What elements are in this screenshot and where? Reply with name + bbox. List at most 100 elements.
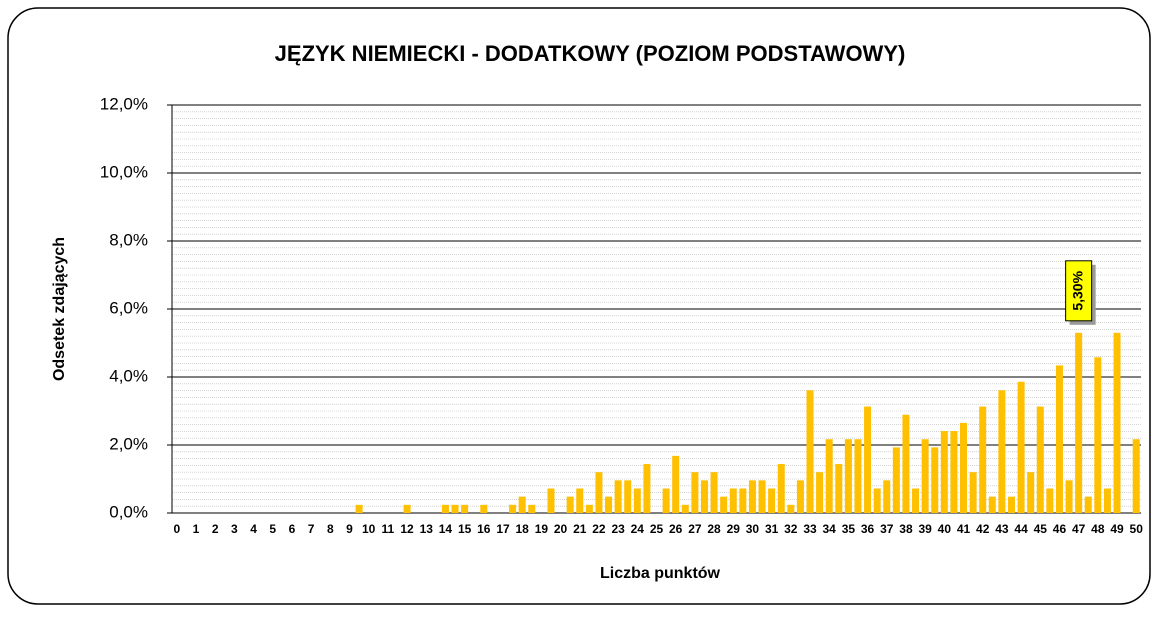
x-tick-label: 4	[250, 522, 257, 536]
y-axis-title: Odsetek zdających	[51, 237, 68, 381]
bar	[710, 472, 718, 513]
x-tick-label: 36	[861, 522, 875, 536]
x-tick-label: 21	[573, 522, 587, 536]
bar	[892, 447, 900, 513]
bar	[1046, 488, 1054, 513]
bar	[1055, 365, 1063, 513]
bar	[509, 504, 517, 513]
bar	[595, 472, 603, 513]
y-tick-label: 4,0%	[109, 366, 148, 385]
bar	[480, 504, 488, 513]
bar	[921, 439, 929, 513]
bar	[1017, 381, 1025, 513]
x-tick-label: 0	[173, 522, 180, 536]
bar	[912, 488, 920, 513]
y-tick-label: 10,0%	[100, 162, 148, 181]
bar	[633, 488, 641, 513]
bar	[403, 504, 411, 513]
x-tick-label: 40	[938, 522, 952, 536]
bar	[566, 496, 574, 513]
bar	[451, 504, 459, 513]
bar	[844, 439, 852, 513]
bar	[1007, 496, 1015, 513]
bar	[854, 439, 862, 513]
bar	[931, 447, 939, 513]
bar	[585, 504, 593, 513]
bar	[768, 488, 776, 513]
x-tick-label: 43	[995, 522, 1009, 536]
x-tick-label: 48	[1091, 522, 1105, 536]
x-tick-label: 20	[554, 522, 568, 536]
bar	[1036, 406, 1044, 513]
bar	[691, 472, 699, 513]
bar	[864, 406, 872, 513]
bar	[777, 464, 785, 513]
x-tick-label: 9	[346, 522, 353, 536]
x-tick-label: 14	[439, 522, 453, 536]
bar	[998, 390, 1006, 513]
bar	[720, 496, 728, 513]
x-tick-label: 5	[269, 522, 276, 536]
x-tick-label: 24	[631, 522, 645, 536]
bar	[528, 504, 536, 513]
x-tick-label: 28	[707, 522, 721, 536]
x-tick-label: 17	[496, 522, 510, 536]
bar	[441, 504, 449, 513]
x-tick-label: 12	[400, 522, 414, 536]
bar	[988, 496, 996, 513]
x-tick-label: 27	[688, 522, 702, 536]
bar	[547, 488, 555, 513]
x-tick-label: 31	[765, 522, 779, 536]
bar	[614, 480, 622, 513]
bar	[902, 414, 910, 513]
bar	[806, 390, 814, 513]
bar	[1075, 332, 1083, 513]
bar	[1113, 332, 1121, 513]
bar	[1094, 357, 1102, 513]
bar	[873, 488, 881, 513]
x-tick-label: 16	[477, 522, 491, 536]
bar	[835, 464, 843, 513]
bar	[950, 431, 958, 513]
bar	[969, 472, 977, 513]
bar	[700, 480, 708, 513]
y-tick-label: 6,0%	[109, 298, 148, 317]
bar	[758, 480, 766, 513]
x-tick-label: 29	[727, 522, 741, 536]
bar	[739, 488, 747, 513]
y-tick-label: 2,0%	[109, 434, 148, 453]
value-label: 5,30%	[1069, 270, 1085, 310]
y-tick-label: 8,0%	[109, 230, 148, 249]
y-tick-label: 12,0%	[100, 94, 148, 113]
bar	[748, 480, 756, 513]
bar	[518, 496, 526, 513]
bar	[355, 504, 363, 513]
bar	[576, 488, 584, 513]
chart-frame	[7, 7, 1151, 605]
x-tick-label: 39	[918, 522, 932, 536]
x-tick-label: 13	[420, 522, 434, 536]
x-tick-label: 11	[382, 522, 395, 536]
bar	[1132, 439, 1140, 513]
x-tick-label: 7	[308, 522, 315, 536]
bar	[796, 480, 804, 513]
bar	[605, 496, 613, 513]
bar	[461, 504, 469, 513]
bar	[940, 431, 948, 513]
x-tick-label: 25	[650, 522, 664, 536]
x-tick-label: 32	[784, 522, 798, 536]
x-tick-label: 45	[1034, 522, 1048, 536]
x-tick-label: 33	[803, 522, 817, 536]
bar	[979, 406, 987, 513]
x-tick-label: 23	[611, 522, 625, 536]
x-tick-label: 6	[289, 522, 296, 536]
x-tick-label: 46	[1053, 522, 1067, 536]
x-tick-label: 22	[592, 522, 606, 536]
x-tick-label: 38	[899, 522, 913, 536]
x-tick-label: 50	[1130, 522, 1144, 536]
bar	[1065, 480, 1073, 513]
x-tick-label: 49	[1110, 522, 1124, 536]
bar	[1027, 472, 1035, 513]
bar	[883, 480, 891, 513]
